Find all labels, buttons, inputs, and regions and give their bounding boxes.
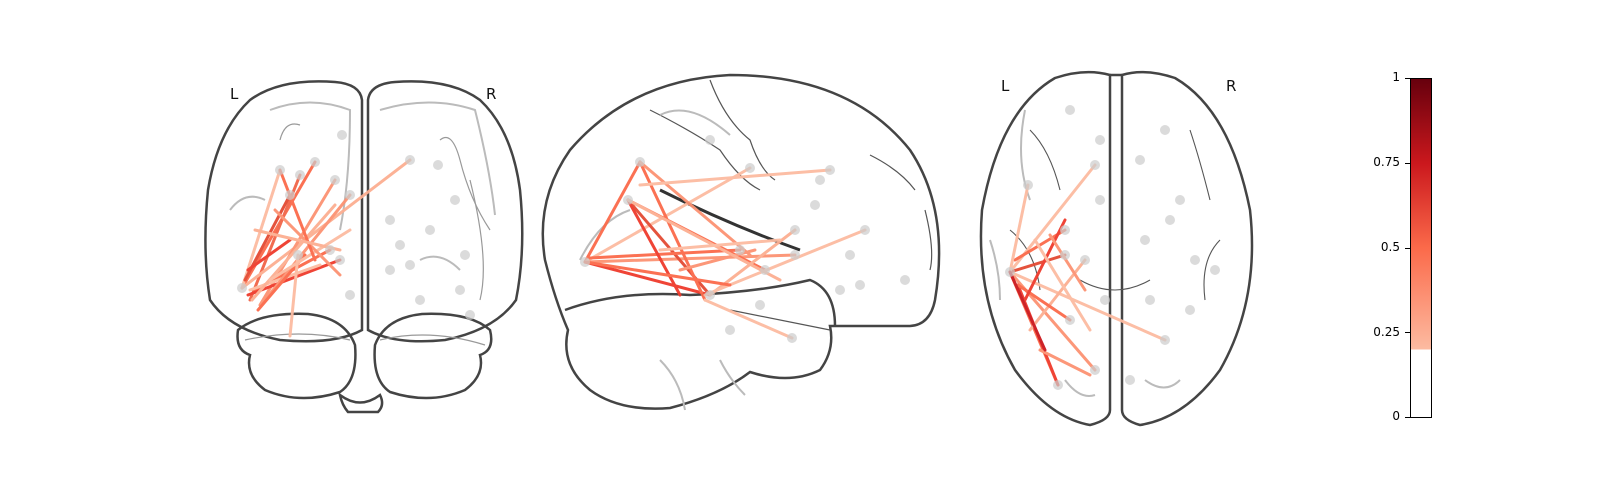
colorbar-tickmark-1	[1405, 78, 1410, 79]
coronal-view	[204, 80, 524, 414]
colorbar-tickmark-025	[1405, 332, 1410, 333]
axial-sulci	[1009, 129, 1221, 301]
colorbar-tickmark-0	[1405, 417, 1410, 418]
colorbar-tickmark-05	[1405, 248, 1410, 249]
sagittal-brain-outline	[541, 73, 941, 410]
axial-right-label: R	[1226, 77, 1237, 95]
coronal-right-label: R	[486, 85, 497, 103]
colorbar-tickmark-075	[1405, 163, 1410, 164]
sagittal-nodes	[580, 135, 910, 343]
axial-connection-edges	[1008, 163, 1167, 387]
axial-gray-contours	[989, 109, 1181, 397]
coronal-sulci	[244, 123, 491, 346]
coronal-left-label: L	[230, 85, 239, 103]
sagittal-sulci	[649, 79, 933, 331]
sagittal-dark-tract	[659, 188, 801, 252]
coronal-connection-edges	[240, 158, 412, 338]
axial-left-label: L	[1001, 77, 1010, 95]
coronal-nodes	[237, 130, 475, 320]
colorbar-tick-label: 1	[1392, 70, 1400, 84]
coronal-brain-outline	[204, 80, 524, 414]
axial-view	[979, 70, 1254, 427]
colorbar-tick-label: 0.25	[1373, 325, 1400, 339]
axial-nodes	[1005, 105, 1220, 390]
colorbar-tick-label: 0.75	[1373, 155, 1400, 169]
sagittal-view	[541, 73, 941, 411]
axial-brain-outline	[979, 70, 1254, 427]
colorbar-tick-label: 0	[1392, 409, 1400, 423]
colorbar	[1410, 78, 1432, 418]
colorbar-tick-label: 0.5	[1380, 240, 1400, 254]
sagittal-connection-edges	[583, 160, 867, 340]
